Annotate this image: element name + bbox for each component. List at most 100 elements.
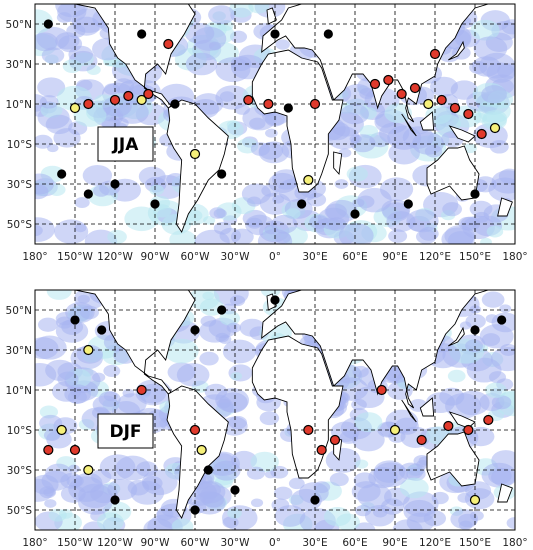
- ocean-shade-blob: [486, 225, 504, 238]
- ocean-shade-blob: [149, 184, 165, 196]
- ocean-shade-blob: [307, 192, 327, 207]
- jja-map: JJA: [34, 0, 516, 245]
- event-marker: [323, 29, 333, 39]
- landmass: [182, 0, 249, 4]
- ocean-shade-blob: [259, 411, 280, 426]
- event-marker: [137, 29, 147, 39]
- landmass: [262, 290, 515, 408]
- event-marker: [483, 414, 494, 426]
- ocean-shade-blob: [469, 305, 482, 314]
- lon-tick-label: 120°W: [97, 537, 133, 549]
- ocean-shade-blob: [35, 217, 55, 242]
- ocean-shade-blob: [176, 363, 210, 387]
- event-marker: [316, 444, 327, 456]
- landmass: [448, 328, 464, 346]
- event-marker: [69, 444, 81, 456]
- event-marker: [310, 495, 320, 505]
- ocean-shade-blob: [379, 177, 414, 202]
- lat-tick-label: 10°N: [6, 99, 32, 111]
- ocean-shade-blob: [470, 19, 500, 41]
- ocean-shade-blob: [491, 170, 515, 194]
- event-marker: [309, 98, 321, 110]
- event-marker: [476, 128, 487, 140]
- event-marker: [150, 199, 160, 209]
- event-markers: [43, 295, 507, 515]
- lon-tick-label: 0°: [269, 251, 281, 263]
- event-marker: [70, 315, 80, 325]
- ocean-shade-blob: [116, 101, 149, 124]
- ocean-shade-blob: [479, 324, 514, 349]
- ocean-shade-blob: [491, 450, 515, 471]
- event-marker: [230, 485, 240, 495]
- event-marker: [163, 38, 174, 50]
- ocean-shade-blob: [208, 5, 235, 25]
- event-marker: [57, 169, 67, 179]
- ocean-shade-blob: [340, 103, 369, 125]
- ocean-shade-blob: [103, 364, 121, 377]
- ocean-shade-blob: [346, 166, 368, 182]
- landmass: [420, 112, 433, 130]
- ocean-shade-blob: [406, 512, 435, 530]
- djf-season-label: DJF: [109, 422, 141, 442]
- ocean-shade-blob: [288, 477, 305, 490]
- lat-tick-label: 30°S: [7, 179, 33, 191]
- ocean-shade-blob: [354, 412, 383, 433]
- ocean-shade-blob: [481, 291, 505, 308]
- ocean-shade-blob: [334, 179, 349, 189]
- ocean-shade-blob: [450, 509, 479, 529]
- ocean-shade-blob: [46, 290, 72, 300]
- ocean-shade-blob: [79, 305, 99, 320]
- ocean-shade-blob: [430, 76, 459, 97]
- ocean-shade-blob: [234, 103, 250, 115]
- lon-tick-label: 150°E: [459, 537, 491, 549]
- event-marker: [143, 88, 154, 100]
- lon-tick-label: 90°W: [141, 251, 171, 263]
- event-marker: [189, 148, 201, 160]
- lon-tick-label: 120°W: [97, 251, 133, 263]
- ocean-shade-blob: [64, 384, 92, 404]
- ocean-shade-blob: [465, 314, 486, 329]
- lon-tick-label: 60°W: [181, 251, 211, 263]
- event-marker: [423, 98, 434, 110]
- ocean-shade-blob: [73, 103, 107, 127]
- ocean-shade-blob: [273, 486, 293, 500]
- ocean-shade-blob: [35, 184, 49, 200]
- event-marker: [170, 99, 180, 109]
- ocean-shade-blob: [329, 472, 349, 487]
- ocean-shade-blob: [208, 41, 222, 51]
- ocean-shade-blob: [45, 359, 75, 381]
- event-marker: [43, 444, 54, 456]
- ocean-shade-blob: [491, 468, 515, 487]
- event-marker: [369, 78, 381, 90]
- ocean-shade-blob: [91, 469, 112, 485]
- ocean-shade-blob: [44, 499, 57, 508]
- lat-tick-label: 10°S: [7, 425, 33, 437]
- ocean-shade-blob: [472, 112, 487, 123]
- ocean-shade-blob: [56, 316, 74, 329]
- ocean-shade-blob: [217, 398, 231, 409]
- event-marker: [83, 98, 94, 110]
- ocean-shade-blob: [463, 143, 477, 154]
- event-marker: [243, 94, 254, 106]
- lat-tick-label: 30°N: [6, 59, 32, 71]
- ocean-shade-blob: [441, 227, 475, 244]
- ocean-shade-blob: [46, 430, 72, 449]
- event-marker: [283, 103, 293, 113]
- ocean-shade-blob: [73, 16, 100, 36]
- ocean-shade-blob: [499, 304, 512, 313]
- jja-map-field: [35, 0, 515, 244]
- ocean-shade-blob: [350, 134, 376, 153]
- ocean-shade-blob: [36, 26, 70, 51]
- lat-tick-label: 50°S: [7, 505, 33, 517]
- ocean-shade-blob: [213, 208, 227, 219]
- event-marker: [436, 94, 447, 106]
- lat-tick-label: 50°S: [7, 219, 33, 231]
- lat-tick-label: 50°N: [6, 19, 32, 31]
- ocean-shade-blob: [222, 339, 257, 364]
- ocean-shade-blob: [48, 508, 67, 522]
- ocean-shade-blob: [82, 164, 113, 186]
- ocean-shade-blob: [373, 460, 406, 483]
- event-marker: [83, 344, 94, 356]
- lon-tick-label: 30°W: [221, 537, 251, 549]
- event-marker: [123, 90, 134, 102]
